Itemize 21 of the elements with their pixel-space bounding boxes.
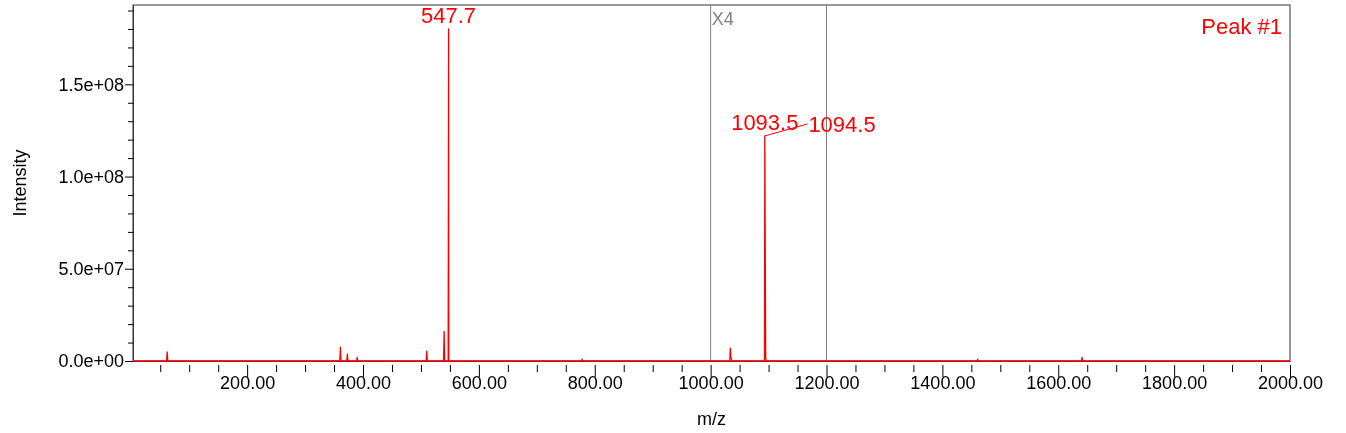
x-tick-label: 2000.00	[1257, 372, 1324, 393]
annotation: 547.7	[421, 2, 477, 28]
x-tick-label: 1800.00	[1142, 372, 1208, 393]
y-axis-title: Intensity	[10, 149, 30, 217]
x-tick-label: 800.00	[567, 372, 623, 393]
y-tick-label: 0.0e+00	[58, 351, 124, 372]
x-tick-label: 1400.00	[910, 372, 976, 393]
x-axis-title: m/z	[697, 409, 726, 429]
y-tick-label: 1.5e+08	[58, 74, 124, 95]
x-tick-label: 400.00	[335, 372, 392, 393]
y-tick-label: 1.0e+08	[58, 166, 124, 187]
y-tick-label: 5.0e+07	[58, 259, 124, 280]
x-tick-label: 600.00	[451, 372, 507, 393]
x-tick-label: 200.00	[220, 372, 276, 393]
ref-line-label: X4	[711, 9, 734, 29]
annotation: 1093.5	[731, 109, 799, 135]
x-tick-label: 1600.00	[1026, 372, 1092, 393]
annotation: Peak #1	[1201, 14, 1282, 39]
x-tick-label: 1000.00	[678, 372, 744, 393]
annotation: 1094.5	[808, 111, 876, 137]
x-tick-label: 1200.00	[794, 372, 860, 393]
